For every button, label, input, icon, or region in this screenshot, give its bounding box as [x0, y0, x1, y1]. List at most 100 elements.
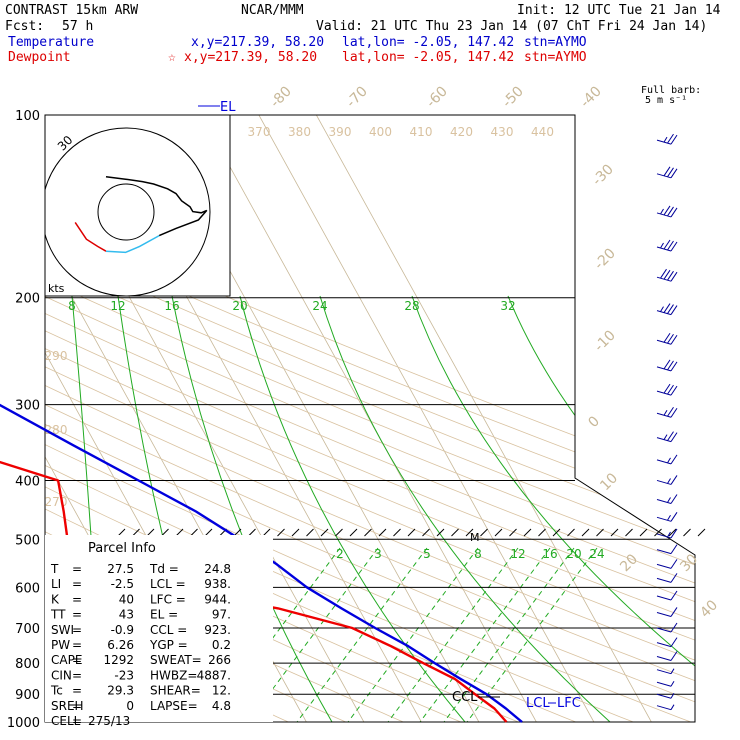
wind-barb: [656, 590, 678, 601]
wind-barb: [656, 431, 678, 443]
parcel-row-name: Tc: [50, 684, 63, 698]
wind-barb-flag: [663, 303, 671, 313]
wind-barb-half-flag: [667, 478, 671, 484]
parcel-row-value2: 923.: [204, 623, 231, 637]
dewpoint-legend-xy: x,y=217.39, 58.20: [184, 50, 318, 65]
mixing-ratio-label: 5: [423, 547, 431, 561]
wind-barb: [656, 406, 678, 418]
pressure-tick-label: 800: [15, 657, 40, 672]
wind-barb-flag: [670, 241, 678, 252]
parcel-row-eq: =: [72, 653, 82, 667]
hatch-mark: [204, 528, 213, 537]
init-time: Init: 12 UTC Tue 21 Jan 14: [517, 3, 721, 18]
wind-barb-half-flag: [670, 692, 675, 699]
parcel-row-eq: =: [72, 684, 82, 698]
hatch-mark: [175, 528, 184, 537]
hatch-mark: [697, 528, 706, 537]
wind-barb-staff: [656, 595, 672, 601]
dewpoint-legend-station: stn=AYMO: [524, 50, 587, 65]
theta-label: 380: [288, 125, 311, 139]
hatch-mark: [625, 528, 633, 537]
pressure-tick-label: 400: [15, 474, 40, 489]
wind-barb-staff: [656, 459, 672, 465]
isotherm-label: 10: [597, 470, 621, 494]
hatch-mark: [291, 528, 300, 537]
wind-barb: [656, 692, 675, 699]
wind-barb-flag: [663, 269, 671, 280]
parcel-row-value2: 944.: [204, 592, 231, 606]
wind-barb-half-flag: [667, 497, 671, 503]
dry-adiabat-line: [45, 115, 695, 722]
theta-label: 290: [45, 349, 68, 363]
wind-barb-flag: [670, 573, 678, 583]
wind-barb: [656, 668, 675, 675]
dry-adiabat-line: [45, 115, 695, 722]
parcel-level-markers: EL M CCL LCL LFC: [198, 100, 581, 711]
isotherm-label: -80: [267, 83, 294, 110]
temperature-legend-station: stn=AYMO: [524, 35, 587, 50]
wind-barb: [656, 268, 678, 282]
mixing-ratio-label: 12: [510, 547, 525, 561]
wind-barb-half-flag: [667, 515, 671, 521]
m-marker-label: M: [470, 531, 480, 544]
mixing-ratio-line: [296, 547, 428, 722]
parcel-row-value: 40: [119, 592, 134, 606]
hatch-mark: [654, 528, 662, 537]
parcel-row-name: SWI: [51, 623, 74, 637]
parcel-row-name: TT: [50, 608, 66, 622]
wind-barb-flag: [670, 494, 678, 504]
wind-barb-flag: [663, 359, 671, 370]
parcel-row-value: 43: [119, 608, 134, 622]
theta-label: 440: [531, 125, 554, 139]
hatch-mark: [683, 528, 691, 537]
hatch-mark: [393, 528, 401, 537]
isotherm-label: 40: [697, 597, 721, 621]
theta-label: 410: [410, 125, 433, 139]
mixing-ratio-line: [419, 547, 551, 722]
parcel-row-name2: LAPSE=: [150, 699, 198, 713]
wind-barb-staff: [656, 705, 672, 711]
theta-label: 390: [329, 125, 352, 139]
isotherm-label: -50: [499, 83, 526, 110]
parcel-row-name2: LFC =: [150, 592, 186, 606]
wind-barb-half-flag: [663, 136, 668, 143]
wind-barb-flag: [667, 360, 674, 371]
dry-adiabat-line: [45, 115, 695, 722]
hodograph-trace-red: [74, 221, 107, 252]
wind-barb: [656, 205, 678, 218]
parcel-row-eq: =: [72, 668, 82, 682]
dry-adiabat-line: [45, 115, 695, 722]
moist-adiabat-label: 8: [68, 299, 76, 313]
parcel-row-name: T: [50, 562, 59, 576]
mixing-ratio-label: 2: [336, 547, 344, 561]
wind-barb-flag: [670, 305, 678, 315]
wind-barb-half-flag: [667, 531, 671, 538]
moist-adiabat-label: 16: [164, 299, 179, 313]
wind-barb-flag: [670, 361, 678, 372]
hatch-mark: [581, 528, 590, 537]
isotherm-label: -10: [591, 327, 618, 354]
dewpoint-legend-latlon: lat,lon= -2.05, 147.42: [342, 50, 515, 65]
hatch-mark: [364, 528, 372, 537]
mixing-ratio-label: 24: [589, 547, 604, 561]
hatch-mark: [422, 528, 430, 537]
hatch-mark: [552, 528, 561, 537]
wind-barb: [656, 303, 678, 316]
wind-barb-flag: [670, 407, 678, 418]
moist-adiabat-label: 20: [232, 299, 247, 313]
parcel-row-value: 275/13: [88, 714, 130, 728]
wind-barb-flag: [670, 637, 678, 647]
mixing-ratio-line: [387, 547, 519, 722]
hatch-mark: [248, 528, 256, 537]
org-label: NCAR/MMM: [241, 3, 304, 18]
pressure-tick-label: 900: [15, 688, 40, 703]
parcel-row-value2: 12.: [212, 684, 231, 698]
wind-barb-half-flag: [670, 704, 675, 710]
parcel-row-name: SREH: [51, 699, 84, 713]
wind-barb-flag: [667, 240, 674, 251]
parcel-row-eq: =: [72, 562, 82, 576]
wind-barb-staff: [656, 669, 672, 675]
pressure-tick-label: 100: [15, 109, 40, 124]
wind-barb-flag: [670, 168, 678, 179]
